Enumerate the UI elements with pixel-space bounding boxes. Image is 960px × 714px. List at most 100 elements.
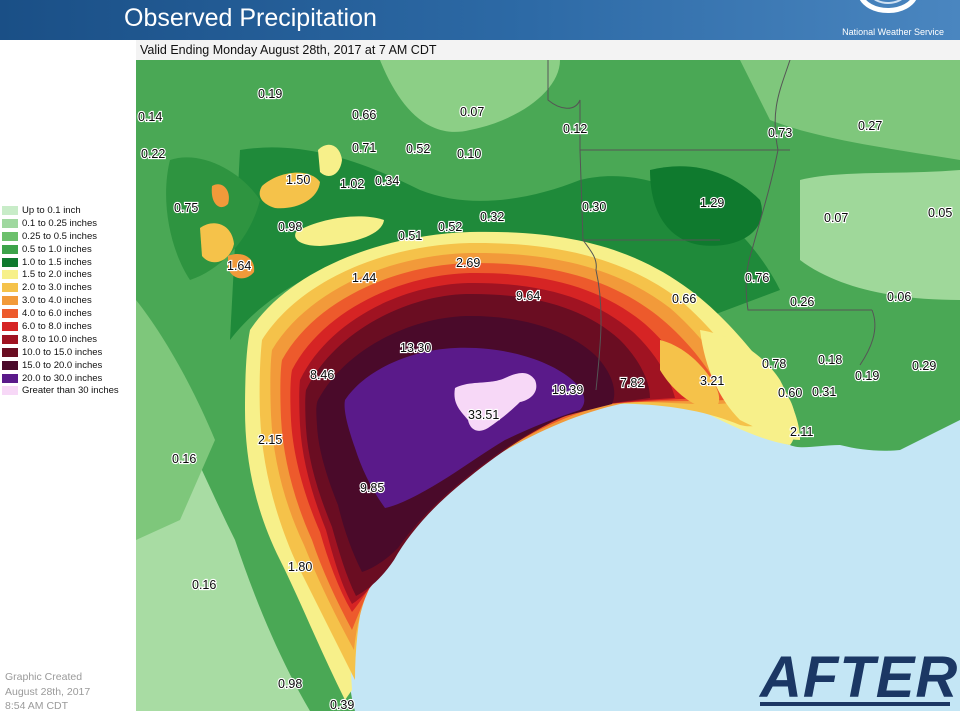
precip-value: 0.66 bbox=[352, 108, 376, 122]
after-banner: AFTER bbox=[760, 645, 959, 710]
legend-swatch bbox=[2, 231, 18, 241]
legend-label: Up to 0.1 inch bbox=[22, 204, 81, 216]
precip-value: 19.39 bbox=[552, 383, 583, 397]
precip-value: 0.16 bbox=[192, 578, 216, 592]
precip-value: 1.80 bbox=[288, 560, 312, 574]
precip-value: 0.10 bbox=[457, 147, 481, 161]
nws-logo-icon bbox=[860, 0, 916, 13]
precip-value: 0.06 bbox=[887, 290, 911, 304]
legend-label: 4.0 to 6.0 inches bbox=[22, 308, 92, 320]
legend-label: 1.0 to 1.5 inches bbox=[22, 256, 92, 268]
precip-value: 0.34 bbox=[375, 174, 399, 188]
legend-item: 6.0 to 8.0 inches bbox=[2, 320, 136, 333]
precip-value: 3.21 bbox=[700, 374, 724, 388]
precip-value: 0.19 bbox=[855, 369, 879, 383]
page-title: Observed Precipitation bbox=[124, 4, 377, 32]
legend-item: 1.5 to 2.0 inches bbox=[2, 268, 136, 281]
banner-underline bbox=[760, 702, 950, 706]
precip-value: 13.30 bbox=[400, 341, 431, 355]
precip-value: 0.05 bbox=[928, 206, 952, 220]
gulf-of-mexico bbox=[346, 402, 960, 711]
precip-value: 0.75 bbox=[174, 201, 198, 215]
precip-value: 0.19 bbox=[258, 87, 282, 101]
precip-value: 0.14 bbox=[138, 110, 162, 124]
legend-item: 1.0 to 1.5 inches bbox=[2, 256, 136, 269]
legend-label: 0.25 to 0.5 inches bbox=[22, 230, 97, 242]
legend-swatch bbox=[2, 347, 18, 357]
cell-nt-4 bbox=[200, 223, 234, 263]
precip-value: 0.98 bbox=[278, 220, 302, 234]
precip-value: 0.07 bbox=[460, 105, 484, 119]
precip-value: 9.85 bbox=[360, 481, 384, 495]
precip-value: 1.64 bbox=[227, 259, 251, 273]
legend-swatch bbox=[2, 321, 18, 331]
legend-swatch bbox=[2, 283, 18, 293]
precip-value: 0.12 bbox=[563, 122, 587, 136]
precip-value: 0.16 bbox=[172, 452, 196, 466]
dark-green-w bbox=[166, 157, 260, 280]
precip-value: 0.07 bbox=[824, 211, 848, 225]
precip-value: 0.78 bbox=[762, 357, 786, 371]
legend-swatch bbox=[2, 205, 18, 215]
light-land-west-2 bbox=[136, 300, 215, 540]
legend-item: 15.0 to 20.0 inches bbox=[2, 359, 136, 372]
dark-green-north bbox=[230, 147, 780, 340]
legend-item: Up to 0.1 inch bbox=[2, 204, 136, 217]
precip-value: 0.66 bbox=[672, 292, 696, 306]
precip-value: 7.82 bbox=[620, 376, 644, 390]
legend: Up to 0.1 inch 0.1 to 0.25 inches 0.25 to … bbox=[2, 204, 136, 397]
legend-item: 10.0 to 15.0 inches bbox=[2, 346, 136, 359]
created-label: Graphic Created bbox=[5, 671, 83, 683]
legend-item: 0.5 to 1.0 inches bbox=[2, 243, 136, 256]
legend-swatch bbox=[2, 373, 18, 383]
legend-item: Greater than 30 inches bbox=[2, 384, 136, 397]
graphic-created: Graphic Created August 28th, 2017 8:54 A… bbox=[5, 670, 90, 714]
header-bar: Observed Precipitation National Weather … bbox=[0, 0, 960, 40]
legend-label: 8.0 to 10.0 inches bbox=[22, 333, 97, 345]
precip-value: 0.32 bbox=[480, 210, 504, 224]
legend-label: 20.0 to 30.0 inches bbox=[22, 372, 103, 384]
precip-value: 0.26 bbox=[790, 295, 814, 309]
light-land-east-2 bbox=[740, 60, 960, 160]
legend-label: 0.5 to 1.0 inches bbox=[22, 243, 92, 255]
light-land-east bbox=[800, 170, 960, 300]
precip-value: 0.27 bbox=[858, 119, 882, 133]
cell-nt-2 bbox=[318, 144, 342, 176]
subtitle-bar: Valid Ending Monday August 28th, 2017 at… bbox=[136, 40, 960, 60]
legend-label: 3.0 to 4.0 inches bbox=[22, 295, 92, 307]
cell-nt-3 bbox=[295, 216, 384, 246]
precip-value: 2.15 bbox=[258, 433, 282, 447]
precipitation-map: 0.19 0.14 0.66 0.07 0.12 0.73 0.27 0.22 0.71 0.52… bbox=[136, 60, 960, 711]
legend-swatch bbox=[2, 334, 18, 344]
precip-value: 2.11 bbox=[790, 425, 813, 439]
legend-label: 2.0 to 3.0 inches bbox=[22, 282, 92, 294]
precip-value: 1.50 bbox=[286, 173, 310, 187]
band-over-30 bbox=[454, 373, 537, 431]
legend-swatch bbox=[2, 386, 18, 396]
precip-value: 9.64 bbox=[516, 289, 540, 303]
precip-value: 2.69 bbox=[456, 256, 480, 270]
precip-value: 0.76 bbox=[745, 271, 769, 285]
legend-swatch bbox=[2, 296, 18, 306]
valid-time-subtitle: Valid Ending Monday August 28th, 2017 at… bbox=[140, 43, 437, 57]
legend-item: 8.0 to 10.0 inches bbox=[2, 333, 136, 346]
precip-value: 0.18 bbox=[818, 353, 842, 367]
precipitation-values: 0.19 0.14 0.66 0.07 0.12 0.73 0.27 0.22 0.71 0.52… bbox=[137, 86, 954, 711]
precip-value: 0.73 bbox=[768, 126, 792, 140]
cell-nt-6 bbox=[211, 184, 229, 208]
legend-label: Greater than 30 inches bbox=[22, 385, 119, 397]
precip-value: 0.52 bbox=[406, 142, 430, 156]
state-borders bbox=[547, 60, 876, 391]
precip-value: 33.51 bbox=[468, 408, 499, 422]
precip-value: 0.71 bbox=[352, 141, 376, 155]
created-date: August 28th, 2017 bbox=[5, 685, 91, 698]
precip-value: 0.98 bbox=[278, 677, 302, 691]
legend-swatch bbox=[2, 360, 18, 370]
legend-label: 6.0 to 8.0 inches bbox=[22, 320, 92, 332]
precip-value: 0.51 bbox=[398, 229, 422, 243]
precip-value: 0.39 bbox=[330, 698, 354, 711]
precip-value: 1.02 bbox=[340, 177, 364, 191]
precip-value: 0.60 bbox=[778, 386, 802, 400]
legend-label: 15.0 to 20.0 inches bbox=[22, 359, 103, 371]
la-coast-rain bbox=[700, 330, 800, 440]
